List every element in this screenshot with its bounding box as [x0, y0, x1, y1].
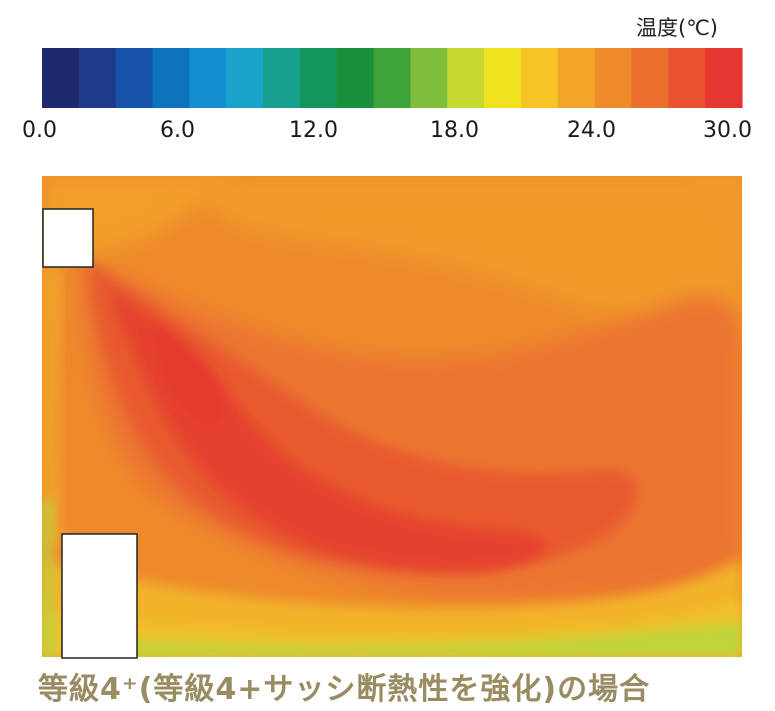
figure-caption: 等級4⁺(等級4+サッシ断熱性を強化)の場合 — [38, 672, 651, 707]
colorbar-cell-17 — [668, 48, 706, 108]
colorbar-cell-4 — [189, 48, 227, 108]
tick-label-3: 18.0 — [430, 118, 479, 143]
colorbar-cell-15 — [594, 48, 633, 108]
contour-left-edge — [42, 260, 62, 560]
colorbar-cell-8 — [336, 48, 375, 108]
tick-label-5: 30.0 — [703, 118, 752, 143]
colorbar-cell-12 — [484, 48, 522, 108]
colorbar-cell-10 — [410, 48, 448, 108]
colorbar-cell-2 — [115, 48, 154, 108]
colorbar — [42, 48, 743, 108]
colorbar-unit-label: 温度(℃) — [636, 16, 718, 40]
contour-top-light — [200, 176, 742, 333]
contour-left-edge-green — [42, 500, 56, 657]
colorbar-cell-11 — [447, 48, 485, 108]
contour-right-light — [690, 176, 742, 420]
contour-bottom-green — [120, 622, 742, 657]
contour-core-2 — [150, 320, 226, 424]
colorbar-cell-18 — [705, 48, 743, 108]
colorbar-cell-16 — [631, 48, 669, 108]
colorbar-cell-0 — [42, 48, 80, 108]
colorbar-cell-13 — [520, 48, 559, 108]
colorbar-cell-1 — [78, 48, 117, 108]
vent-box-upper — [42, 208, 94, 268]
vent-box-lower — [61, 533, 138, 659]
colorbar-cell-3 — [152, 48, 190, 108]
tick-label-1: 6.0 — [160, 118, 195, 143]
colorbar-cell-9 — [373, 48, 412, 108]
colorbar-cell-14 — [557, 48, 596, 108]
colorbar-cell-6 — [263, 48, 301, 108]
colorbar-cell-5 — [226, 48, 264, 108]
colorbar-cell-7 — [299, 48, 338, 108]
contour-core — [110, 290, 546, 572]
tick-label-4: 24.0 — [567, 118, 616, 143]
tick-label-0: 0.0 — [22, 118, 57, 143]
tick-label-2: 12.0 — [289, 118, 338, 143]
